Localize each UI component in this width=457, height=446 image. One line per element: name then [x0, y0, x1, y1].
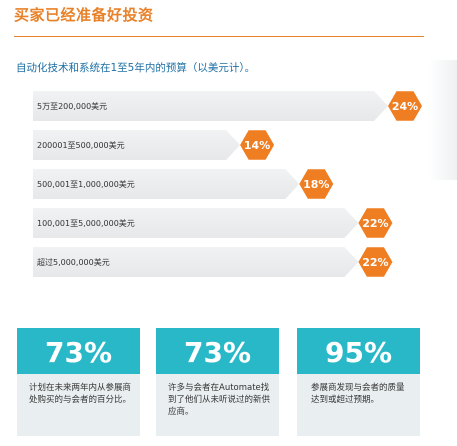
stat-card-1: 73% 计划在未来两年内从参展商处购买的与会者的百分比。: [17, 328, 140, 436]
bar-3: [33, 169, 300, 199]
bar-category-label-2: 200001至500,000美元: [37, 140, 125, 150]
value-badge-1: [388, 91, 422, 121]
stat-card-2: 73% 许多与会者在Automate找到了他们从未听说过的新供应商。: [156, 328, 279, 436]
stat-text-1: 计划在未来两年内从参展商处购买的与会者的百分比。: [29, 383, 132, 405]
stat-value-3: 95%: [297, 328, 420, 374]
stat-value-2: 73%: [156, 328, 279, 374]
decorative-shadow: [429, 60, 457, 180]
value-label-4: 22%: [362, 217, 388, 230]
bar-1: [33, 91, 388, 121]
bar-category-label-5: 超过5,000,000美元: [37, 257, 110, 267]
header-divider: [14, 36, 424, 37]
value-label-5: 22%: [362, 256, 388, 269]
value-badge-2: [240, 130, 275, 160]
budget-bar-chart: 5万至200,000美元 24% 200001至500,000美元 14% 500,00…: [33, 91, 422, 277]
value-badge-4: [358, 208, 393, 238]
bar-category-label-3: 500,001至1,000,000美元: [37, 179, 135, 189]
bar-2: [33, 130, 241, 160]
value-badge-5: [358, 247, 393, 277]
value-badge-3: [299, 169, 334, 199]
bar-category-label-4: 100,001至5,000,000美元: [37, 218, 135, 228]
bar-4: [33, 208, 359, 238]
stat-card-3: 95% 参展商发现与会者的质量达到或超过预期。: [297, 328, 420, 436]
bar-category-label-1: 5万至200,000美元: [37, 101, 107, 111]
bar-5: [33, 247, 359, 277]
chart-subtitle: 自动化技术和系统在1至5年内的预算（以美元计）。: [16, 62, 256, 74]
value-label-1: 24%: [392, 100, 418, 113]
value-label-3: 18%: [303, 178, 329, 191]
stat-text-2: 许多与会者在Automate找到了他们从未听说过的新供应商。: [168, 383, 271, 417]
value-label-2: 14%: [244, 139, 270, 152]
stat-text-3: 参展商发现与会者的质量达到或超过预期。: [311, 383, 405, 405]
stat-value-1: 73%: [17, 328, 140, 374]
page-title: 买家已经准备好投资: [14, 6, 154, 24]
